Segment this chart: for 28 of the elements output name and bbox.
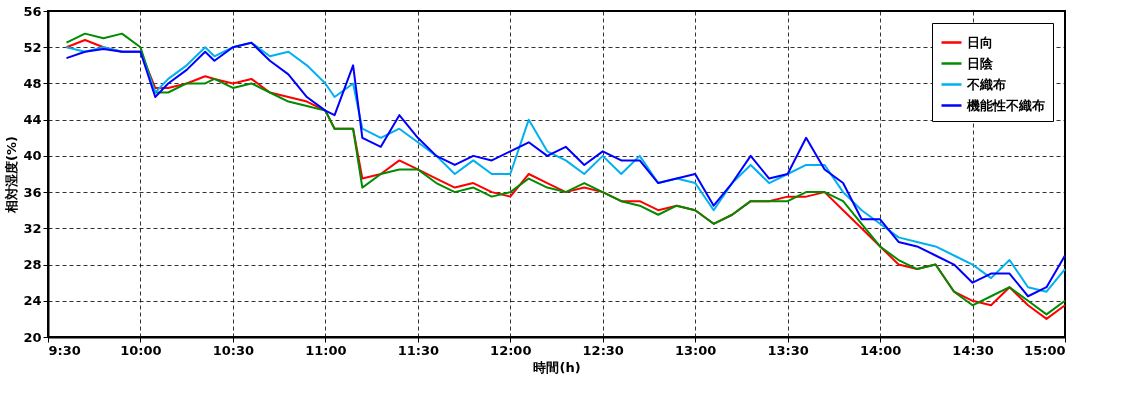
x-tick-label: 12:30	[582, 342, 624, 358]
y-axis-title: 相対湿度(%)	[4, 136, 20, 214]
y-tick-label: 44	[23, 112, 42, 128]
y-tick-label: 40	[23, 148, 42, 164]
x-tick-label: 11:30	[397, 342, 440, 358]
x-tick-label: 10:00	[120, 342, 162, 358]
x-tick-label: 9:30	[48, 342, 81, 358]
x-tick-label: 14:30	[952, 342, 994, 358]
x-tick-label: 14:00	[859, 342, 902, 358]
x-tick-label: 13:00	[674, 342, 717, 358]
x-tick-label: 15:00	[1024, 342, 1066, 358]
y-tick-label: 28	[23, 257, 42, 273]
x-tick-label: 13:30	[767, 342, 809, 358]
y-tick-label: 20	[23, 329, 42, 345]
x-tick-label: 11:00	[305, 342, 347, 358]
y-tick-label: 24	[23, 293, 42, 309]
legend-label: 日陰	[967, 55, 994, 71]
x-tick-label: 10:30	[212, 342, 255, 358]
x-tick-label: 12:00	[490, 342, 532, 358]
y-tick-label: 36	[23, 184, 42, 200]
y-tick-label: 52	[23, 39, 42, 55]
y-tick-label: 56	[23, 3, 42, 19]
legend-label: 不織布	[966, 76, 1006, 92]
legend-label: 日向	[967, 34, 993, 50]
legend-label: 機能性不織布	[966, 97, 1045, 113]
y-tick-label: 32	[23, 220, 42, 236]
y-tick-label: 48	[23, 75, 42, 91]
x-axis-title: 時間(h)	[533, 359, 581, 375]
